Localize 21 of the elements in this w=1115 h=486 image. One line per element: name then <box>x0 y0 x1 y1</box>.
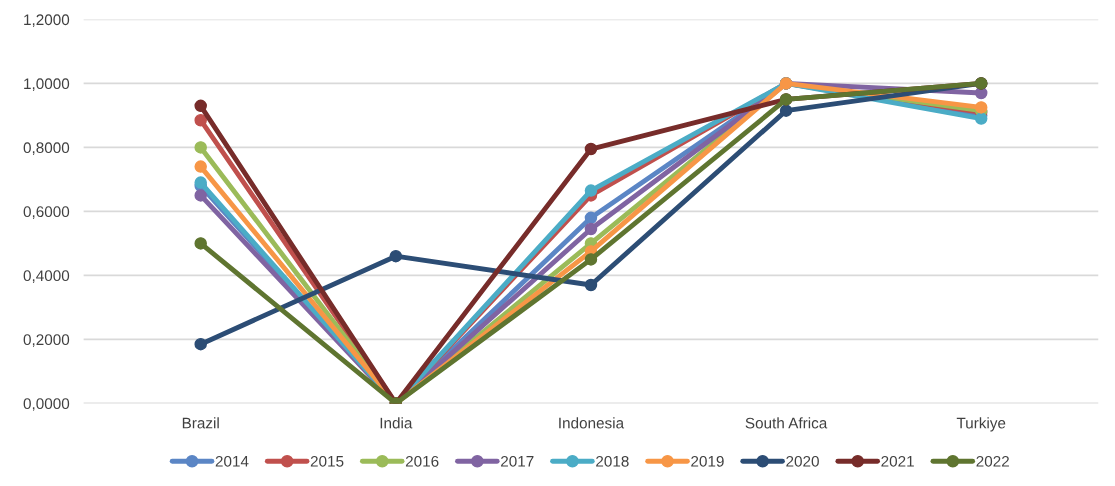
y-tick-label: 0,0000 <box>23 398 70 411</box>
x-tick-label: Brazil <box>182 417 219 429</box>
x-tick-label: India <box>380 417 413 429</box>
y-tick-label: 0,8000 <box>23 142 70 155</box>
x-tick-label: Turkiye <box>956 417 1006 432</box>
y-tick-label: 1,2000 <box>24 14 70 27</box>
legend-label: 2016 <box>405 455 439 467</box>
legend-label: 2018 <box>596 455 629 467</box>
legend-label: 2015 <box>310 455 344 467</box>
legend-label: 2021 <box>881 455 914 467</box>
y-tick-label: 0,6000 <box>23 206 70 219</box>
x-tick-label: South Africa <box>745 417 828 429</box>
legend-label: 2020 <box>786 455 819 467</box>
y-tick-label: 0,2000 <box>23 334 70 347</box>
legend-label: 2014 <box>215 455 249 467</box>
legend-label: 2017 <box>501 455 534 467</box>
x-tick-label: Indonesia <box>559 417 625 429</box>
legend-label: 2022 <box>976 455 1009 467</box>
legend-label: 2019 <box>691 455 724 467</box>
y-tick-label: 1,0000 <box>24 78 70 91</box>
y-tick-label: 0,4000 <box>23 270 70 283</box>
